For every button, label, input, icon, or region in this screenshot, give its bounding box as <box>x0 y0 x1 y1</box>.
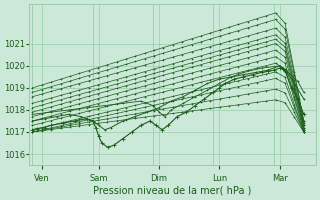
X-axis label: Pression niveau de la mer( hPa ): Pression niveau de la mer( hPa ) <box>93 186 252 196</box>
